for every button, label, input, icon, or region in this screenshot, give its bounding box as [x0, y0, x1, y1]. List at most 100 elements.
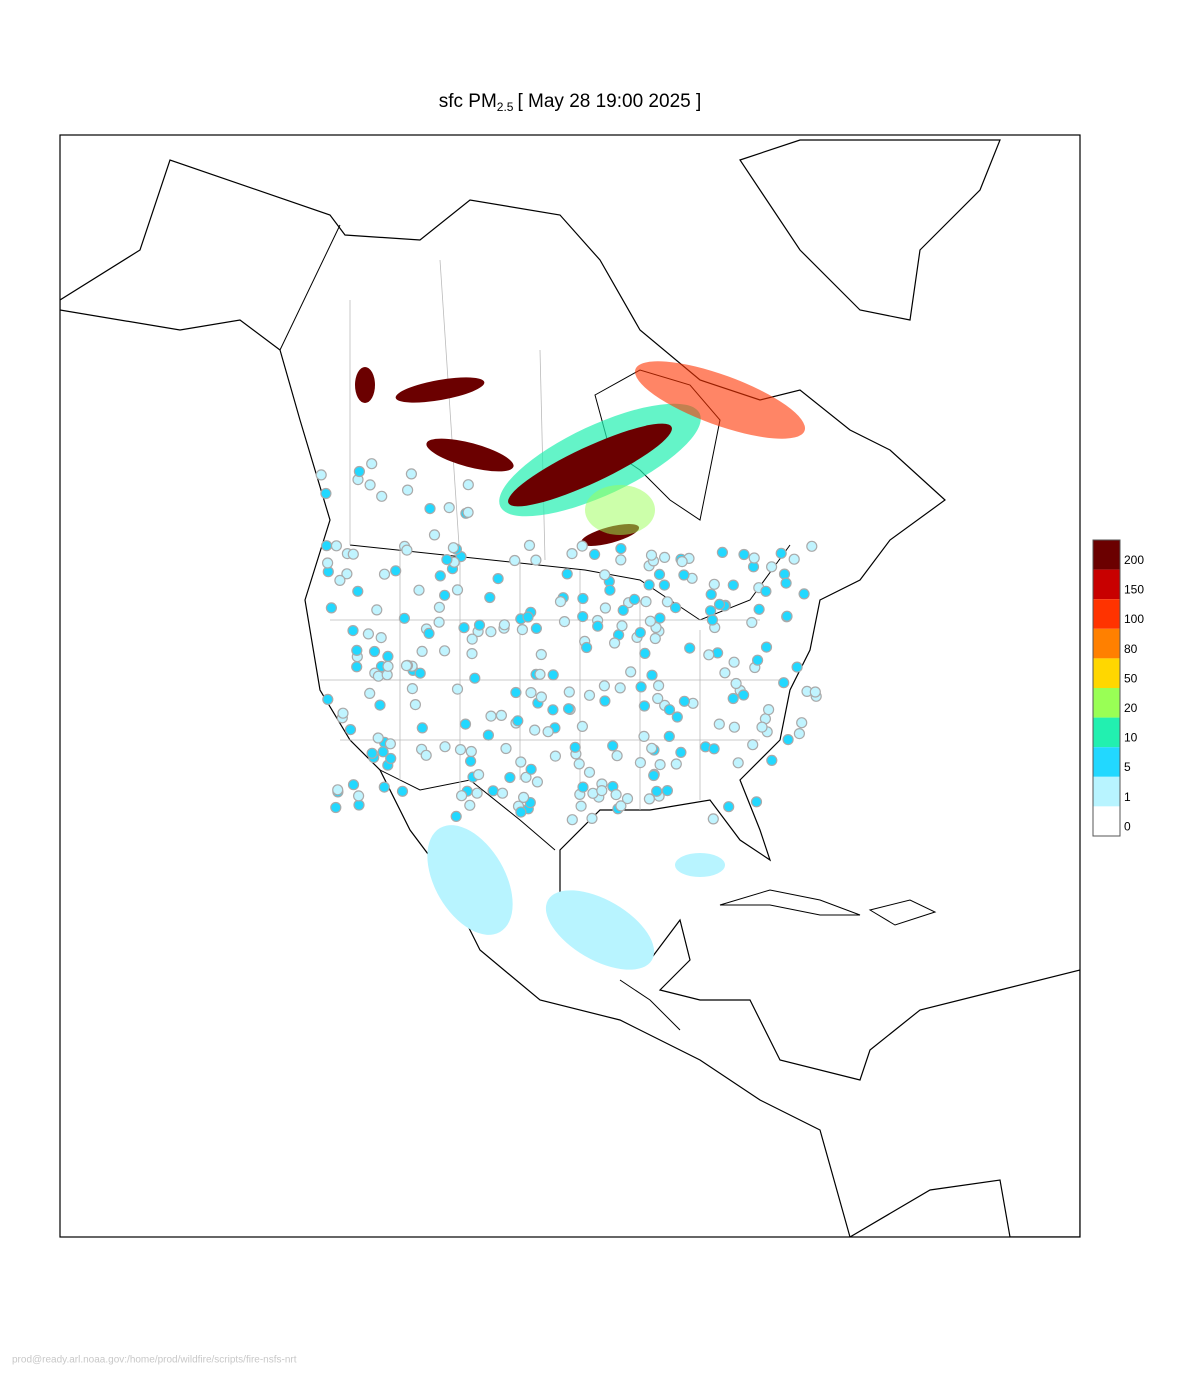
legend-frame [1092, 539, 1121, 837]
station [416, 645, 428, 658]
station [500, 742, 512, 755]
station [746, 616, 758, 629]
station [492, 572, 504, 585]
legend-label: 200 [1124, 553, 1144, 567]
station [371, 604, 383, 616]
station [364, 479, 376, 491]
station [385, 752, 397, 765]
station [366, 458, 378, 470]
station [727, 579, 739, 591]
station [450, 810, 462, 823]
station [334, 574, 346, 587]
station [484, 591, 496, 604]
station [652, 692, 664, 705]
station [628, 593, 641, 606]
station [669, 601, 682, 614]
station [535, 648, 547, 661]
station [487, 785, 499, 797]
station [658, 579, 671, 591]
station [522, 611, 534, 623]
station [454, 743, 467, 756]
station [654, 612, 666, 624]
station [678, 569, 690, 581]
station [530, 554, 542, 566]
station [684, 642, 696, 654]
station [708, 743, 720, 755]
station [719, 667, 731, 679]
station [663, 730, 675, 743]
station [563, 686, 575, 698]
station [434, 570, 446, 582]
station [416, 722, 428, 734]
station [322, 557, 334, 569]
station [639, 647, 651, 660]
station [599, 695, 611, 707]
station [676, 555, 688, 568]
station [330, 801, 342, 814]
legend-swatch [1093, 569, 1120, 600]
station [496, 787, 509, 799]
station [737, 689, 750, 701]
station [727, 692, 739, 705]
station [654, 758, 666, 771]
stations [315, 458, 822, 826]
station [704, 605, 717, 617]
station [530, 622, 543, 635]
station [325, 602, 337, 614]
station [547, 704, 559, 716]
station [372, 732, 384, 744]
station [495, 709, 507, 722]
station [351, 661, 363, 673]
station [625, 666, 637, 678]
station [413, 584, 425, 596]
station [780, 577, 792, 589]
station [473, 619, 486, 631]
station [439, 589, 451, 601]
station [414, 667, 426, 679]
station [765, 561, 778, 573]
station [658, 551, 671, 564]
station [732, 757, 744, 769]
station [615, 554, 627, 566]
station [649, 632, 661, 645]
station [713, 718, 725, 730]
map-body [60, 139, 1080, 1237]
station [433, 616, 445, 628]
station [341, 568, 353, 580]
station [558, 615, 571, 628]
station [778, 568, 791, 580]
station [793, 727, 806, 740]
station [778, 677, 790, 689]
station [809, 686, 821, 698]
station [382, 660, 394, 672]
station [529, 724, 541, 736]
station [353, 465, 365, 478]
station [531, 776, 544, 788]
station [646, 669, 658, 681]
title-suffix: [ May 28 19:00 2025 ] [517, 91, 701, 112]
station [781, 610, 793, 622]
station [401, 544, 413, 556]
station [466, 633, 478, 645]
station [337, 707, 349, 719]
station [748, 552, 760, 564]
station [604, 584, 616, 596]
station [652, 679, 665, 692]
station [796, 717, 808, 729]
station [588, 548, 601, 561]
station [753, 603, 765, 615]
legend-label: 5 [1124, 760, 1131, 774]
station [713, 598, 726, 611]
station [409, 698, 421, 711]
station [723, 801, 735, 813]
station [707, 813, 719, 825]
station [706, 614, 719, 626]
station [708, 578, 720, 590]
station [465, 755, 477, 767]
station [634, 626, 646, 639]
station [547, 669, 559, 681]
station [566, 547, 578, 560]
hispaniola [868, 899, 937, 926]
station [598, 680, 611, 692]
